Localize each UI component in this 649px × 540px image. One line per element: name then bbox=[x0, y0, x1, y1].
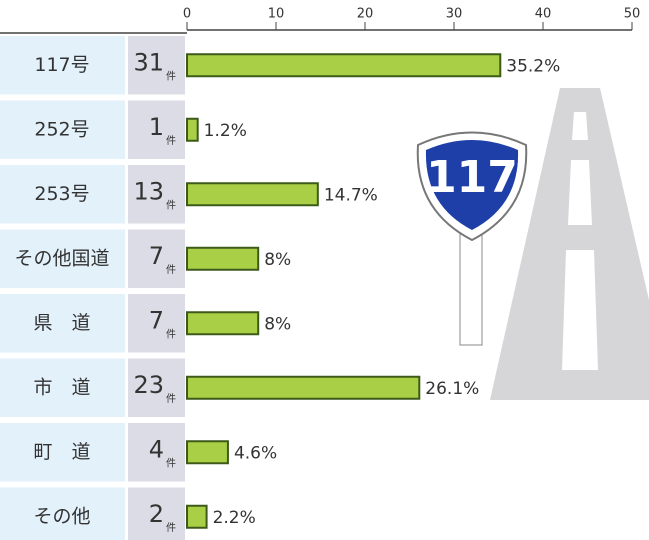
count-unit: 件 bbox=[166, 522, 176, 534]
bar bbox=[186, 246, 260, 271]
x-tick-label: 0 bbox=[183, 7, 191, 22]
count-label: 13 bbox=[133, 177, 164, 205]
x-tick-label: 50 bbox=[624, 7, 641, 22]
category-cell bbox=[0, 165, 125, 224]
bar bbox=[186, 53, 502, 78]
category-label: 県 道 bbox=[33, 312, 90, 334]
category-label: その他国道 bbox=[14, 247, 109, 269]
value-label: 8% bbox=[264, 314, 291, 334]
count-cell bbox=[128, 36, 185, 95]
category-cell bbox=[0, 229, 125, 288]
count-label: 7 bbox=[149, 306, 164, 334]
category-label: 253号 bbox=[34, 183, 89, 205]
x-tick-label: 10 bbox=[268, 7, 285, 22]
road bbox=[490, 88, 649, 400]
category-cell bbox=[0, 358, 125, 417]
bar bbox=[186, 117, 199, 142]
x-tick-label: 30 bbox=[446, 7, 463, 22]
category-label: 町 道 bbox=[33, 441, 90, 463]
count-unit: 件 bbox=[166, 70, 176, 82]
x-tick-label: 20 bbox=[357, 7, 374, 22]
sign-label: 117 bbox=[426, 152, 518, 203]
count-label: 31 bbox=[133, 48, 164, 76]
value-label: 26.1% bbox=[425, 379, 479, 399]
x-tick-label: 40 bbox=[535, 7, 552, 22]
count-unit: 件 bbox=[166, 135, 176, 147]
count-unit: 件 bbox=[166, 393, 176, 405]
sign-shield bbox=[425, 140, 519, 230]
value-label: 4.6% bbox=[234, 443, 277, 463]
count-cell bbox=[128, 229, 185, 288]
category-cell bbox=[0, 100, 125, 159]
count-label: 2 bbox=[149, 500, 164, 528]
category-cell bbox=[0, 487, 125, 540]
count-label: 1 bbox=[149, 113, 164, 141]
category-label: 252号 bbox=[34, 118, 89, 140]
count-cell bbox=[128, 423, 185, 482]
category-cell bbox=[0, 36, 125, 95]
road-marking bbox=[562, 250, 598, 370]
sign-post bbox=[459, 224, 483, 346]
value-label: 1.2% bbox=[204, 121, 247, 141]
count-cell bbox=[128, 358, 185, 417]
count-cell bbox=[128, 100, 185, 159]
value-label: 8% bbox=[264, 250, 291, 270]
count-unit: 件 bbox=[166, 264, 176, 276]
value-label: 14.7% bbox=[324, 185, 378, 205]
count-cell bbox=[128, 294, 185, 353]
category-label: 市 道 bbox=[33, 376, 90, 398]
road-marking bbox=[568, 160, 592, 225]
count-label: 23 bbox=[133, 371, 164, 399]
count-label: 4 bbox=[149, 435, 164, 463]
bar bbox=[186, 375, 421, 400]
category-cell bbox=[0, 423, 125, 482]
count-unit: 件 bbox=[166, 457, 176, 469]
count-unit: 件 bbox=[166, 199, 176, 211]
value-label: 35.2% bbox=[506, 56, 560, 76]
category-cell bbox=[0, 294, 125, 353]
bar bbox=[186, 182, 319, 207]
count-label: 7 bbox=[149, 242, 164, 270]
bar bbox=[186, 440, 229, 465]
bar bbox=[186, 311, 260, 336]
category-label: 117号 bbox=[34, 54, 89, 76]
road-marking bbox=[572, 112, 588, 140]
value-label: 2.2% bbox=[213, 508, 256, 528]
count-cell bbox=[128, 165, 185, 224]
count-unit: 件 bbox=[166, 328, 176, 340]
bar bbox=[186, 504, 208, 529]
category-label: その他 bbox=[33, 505, 90, 527]
count-cell bbox=[128, 487, 185, 540]
